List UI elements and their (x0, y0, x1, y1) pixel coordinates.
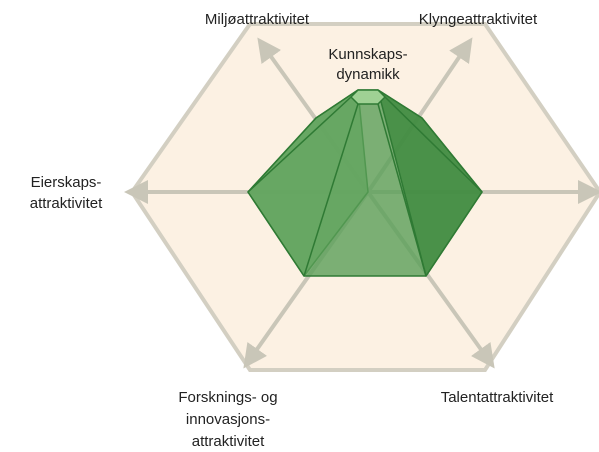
label: Kunnskaps- (328, 46, 407, 63)
label: Talentattraktivitet (441, 389, 554, 406)
label: Eierskaps- (31, 174, 102, 191)
label: innovasjons- (186, 411, 270, 428)
label: Miljøattraktivitet (205, 11, 310, 28)
label: attraktivitet (30, 195, 103, 212)
label-background (312, 44, 424, 86)
label: Klyngeattraktivitet (419, 11, 538, 28)
pyramid (247, 89, 483, 277)
pyramid-top (350, 89, 386, 105)
pyramid-edge (303, 103, 359, 277)
label: Forsknings- og (178, 389, 277, 406)
label-backgrounds (312, 44, 424, 86)
pyramid-edge (247, 96, 352, 193)
pyramid-edge (377, 103, 427, 277)
label: dynamikk (336, 66, 400, 83)
pyramid-edge (384, 96, 483, 193)
label: attraktivitet (192, 433, 265, 450)
